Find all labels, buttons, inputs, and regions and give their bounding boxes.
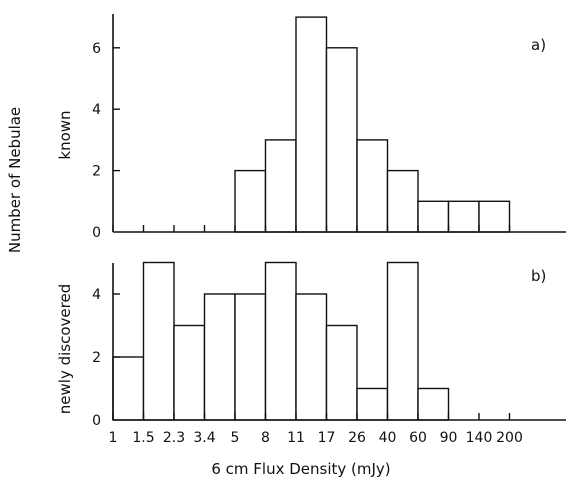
x-tick-label-10: 60 xyxy=(409,430,427,446)
x-tick-label-12: 140 xyxy=(466,430,493,446)
bar-b-5 xyxy=(264,261,297,421)
bar-a-9 xyxy=(386,169,419,233)
bar-a-10 xyxy=(417,200,450,233)
bar-b-4 xyxy=(234,293,267,421)
panel-b-label: b) xyxy=(531,267,546,285)
bar-b-8 xyxy=(356,387,389,421)
x-tick-label-7: 17 xyxy=(318,430,336,446)
x-tick-label-6: 11 xyxy=(287,430,305,446)
y-tick-label-b-2: 2 xyxy=(92,350,101,366)
x-tick-label-8: 26 xyxy=(348,430,366,446)
x-tick-label-2: 2.3 xyxy=(163,430,185,446)
x-tick-label-1: 1.5 xyxy=(132,430,154,446)
y-tick-label-a-4: 4 xyxy=(92,102,101,118)
y-axis-title: Number of Nebulae xyxy=(6,107,24,253)
bar-a-5 xyxy=(264,139,297,233)
bar-b-10 xyxy=(417,387,450,421)
bar-b-6 xyxy=(295,293,328,421)
x-tick-label-13: 200 xyxy=(496,430,523,446)
bar-a-6 xyxy=(295,16,328,233)
bar-a-8 xyxy=(356,139,389,233)
bar-b-3 xyxy=(203,293,236,421)
bar-a-12 xyxy=(478,200,511,233)
panel-a-known: 0 2 4 6 xyxy=(92,14,566,241)
bar-a-4 xyxy=(234,169,267,233)
bar-b-9 xyxy=(386,261,419,421)
x-axis-ticks: 1 1.5 2.3 3.4 5 8 11 17 26 40 60 90 140 200 xyxy=(109,430,523,446)
bar-a-11 xyxy=(447,200,480,233)
x-tick-label-11: 90 xyxy=(440,430,458,446)
panel-b-newly-discovered: 0 2 4 xyxy=(92,261,566,429)
panel-a-y-label: known xyxy=(56,110,74,159)
panel-b-y-label: newly discovered xyxy=(56,284,74,414)
bar-b-0 xyxy=(112,356,145,421)
x-tick-label-5: 8 xyxy=(261,430,270,446)
x-tick-label-9: 40 xyxy=(379,430,397,446)
y-tick-label-a-2: 2 xyxy=(92,164,101,180)
bar-b-1 xyxy=(142,261,175,421)
y-tick-label-a-0: 0 xyxy=(92,225,101,241)
bar-b-7 xyxy=(325,324,358,421)
panel-a-label: a) xyxy=(531,36,546,54)
y-tick-label-b-4: 4 xyxy=(92,287,101,303)
bar-a-7 xyxy=(325,47,358,233)
x-axis-title: 6 cm Flux Density (mJy) xyxy=(211,460,390,478)
y-tick-label-a-6: 6 xyxy=(92,41,101,57)
x-tick-label-0: 1 xyxy=(109,430,118,446)
x-tick-label-4: 5 xyxy=(231,430,240,446)
x-tick-label-3: 3.4 xyxy=(193,430,215,446)
y-tick-label-b-0: 0 xyxy=(92,413,101,429)
bar-b-2 xyxy=(173,324,206,421)
